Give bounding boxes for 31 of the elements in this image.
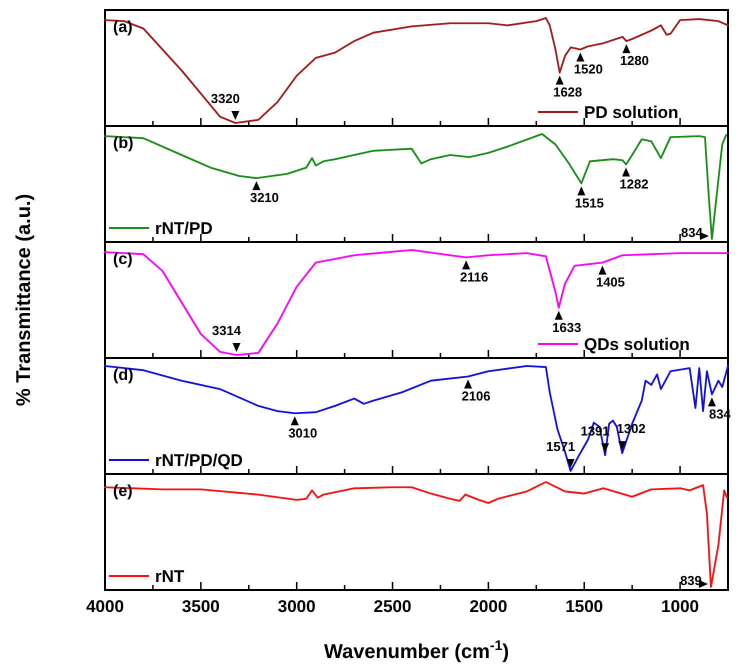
chart-title: (d) — [113, 367, 134, 384]
x-tick-label: 2500 — [374, 597, 412, 616]
annotation: 1282 — [620, 176, 648, 192]
y-axis-title: % Transmittance (a.u.) — [13, 194, 35, 406]
legend-label: rNT/PD/QD — [155, 451, 243, 470]
x-tick-label: 2000 — [469, 597, 508, 616]
annotation: 3010 — [288, 425, 318, 440]
annotation: 1405 — [596, 274, 625, 290]
x-tick-label: 3500 — [182, 597, 220, 616]
x-tick-label: 3000 — [278, 597, 316, 616]
chart-title: (a) — [113, 19, 133, 36]
legend-label: QDs solution — [584, 335, 690, 354]
annotation: 2106 — [462, 388, 491, 404]
chart-title: (c) — [113, 251, 133, 268]
annotation: 1515 — [574, 195, 604, 210]
x-axis-title: Wavenumber (cm$^{-1}$) — [324, 637, 510, 663]
legend-label: rNT — [155, 567, 185, 586]
annotation: 3320 — [210, 91, 240, 106]
x-tick-label: 4000 — [86, 597, 124, 616]
legend-label: rNT/PD — [155, 219, 213, 238]
annotation: 1633 — [552, 320, 582, 335]
annotation: 1628 — [553, 84, 582, 100]
annotation: 3210 — [250, 190, 279, 206]
annotation: 1280 — [620, 53, 649, 68]
x-tick-label: 1000 — [661, 597, 699, 616]
annotation: 3314 — [212, 323, 242, 338]
x-tick-label: 1500 — [565, 597, 604, 616]
annotation: 1520 — [574, 62, 603, 76]
chart-title: (b) — [113, 135, 134, 152]
legend-label: PD solution — [584, 103, 678, 122]
annotation: 2116 — [460, 269, 488, 284]
